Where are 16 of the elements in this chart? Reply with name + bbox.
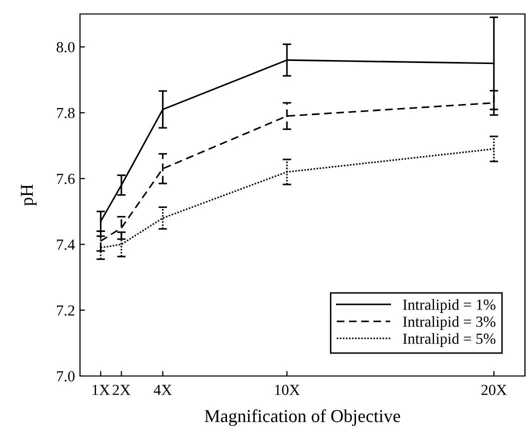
x-axis-title: Magnification of Objective xyxy=(204,409,400,426)
y-tick-label: 7.2 xyxy=(57,305,74,316)
x-tick-label: 10X xyxy=(275,384,300,396)
y-tick-label: 8.0 xyxy=(56,42,75,52)
x-tick-label: 20X xyxy=(481,384,507,396)
y-tick-label: 7.8 xyxy=(57,108,75,118)
y-tick-label: 7.6 xyxy=(57,174,75,184)
legend-label: Intralipid = 1% xyxy=(403,299,496,313)
y-tick-label: 7.0 xyxy=(57,371,75,382)
legend-label: Intralipid = 5% xyxy=(403,333,496,347)
x-tick-label: 2X xyxy=(112,384,130,395)
y-tick-label: 7.4 xyxy=(57,240,75,250)
x-tick-label: 4X xyxy=(154,384,172,395)
legend-label: Intralipid = 3% xyxy=(403,316,496,330)
y-axis-title: pH xyxy=(20,184,37,206)
x-tick-label: 1X xyxy=(92,384,110,395)
